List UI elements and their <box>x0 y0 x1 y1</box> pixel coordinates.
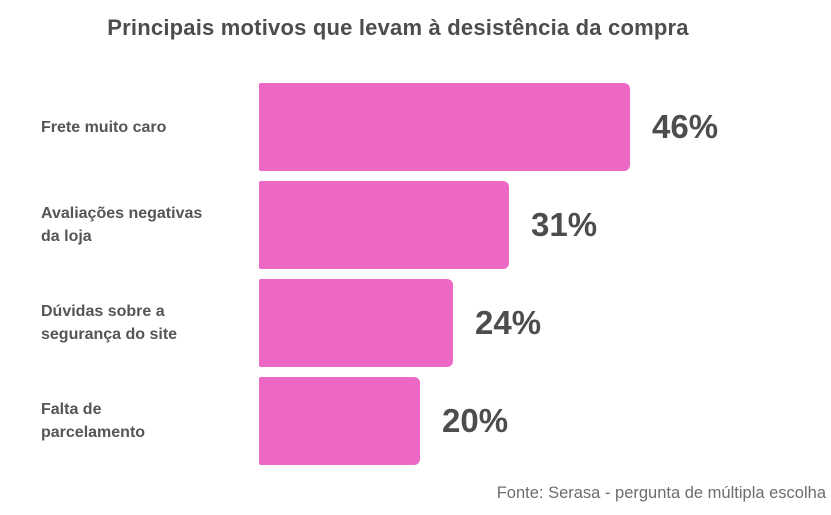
category-label: Frete muito caro <box>0 83 259 171</box>
bar-track: 46% <box>259 83 831 171</box>
bar-track: 20% <box>259 377 831 465</box>
bar-chart: Frete muito caro 46% Avaliações negativa… <box>0 83 831 465</box>
category-label-line: Dúvidas sobre a <box>41 303 165 320</box>
bar-track: 24% <box>259 279 831 367</box>
value-label: 20% <box>442 402 509 439</box>
category-label-line: segurança do site <box>41 326 178 343</box>
category-label: Falta de parcelamento <box>0 377 259 465</box>
value-label: 46% <box>652 108 719 145</box>
category-label-line: da loja <box>41 228 92 245</box>
bar-row: Dúvidas sobre a segurança do site 24% <box>0 279 831 367</box>
category-label-line: Frete muito caro <box>41 118 167 136</box>
bar-track: 31% <box>259 181 831 269</box>
bar <box>259 377 420 465</box>
page-title: Principais motivos que levam à desistênc… <box>107 15 689 40</box>
value-label: 31% <box>531 206 598 243</box>
category-label: Avaliações negativas da loja <box>0 181 259 269</box>
bar <box>259 181 509 269</box>
bar <box>259 279 453 367</box>
bar <box>259 83 630 171</box>
category-label-line: parcelamento <box>41 424 146 441</box>
category-label: Dúvidas sobre a segurança do site <box>0 279 259 367</box>
source-note: Fonte: Serasa - pergunta de múltipla esc… <box>496 484 826 502</box>
category-label-line: Avaliações negativas <box>41 205 203 222</box>
bar-row: Avaliações negativas da loja 31% <box>0 181 831 269</box>
bar-row: Frete muito caro 46% <box>0 83 831 171</box>
category-label-line: Falta de <box>41 401 102 418</box>
bar-row: Falta de parcelamento 20% <box>0 377 831 465</box>
value-label: 24% <box>475 304 542 341</box>
